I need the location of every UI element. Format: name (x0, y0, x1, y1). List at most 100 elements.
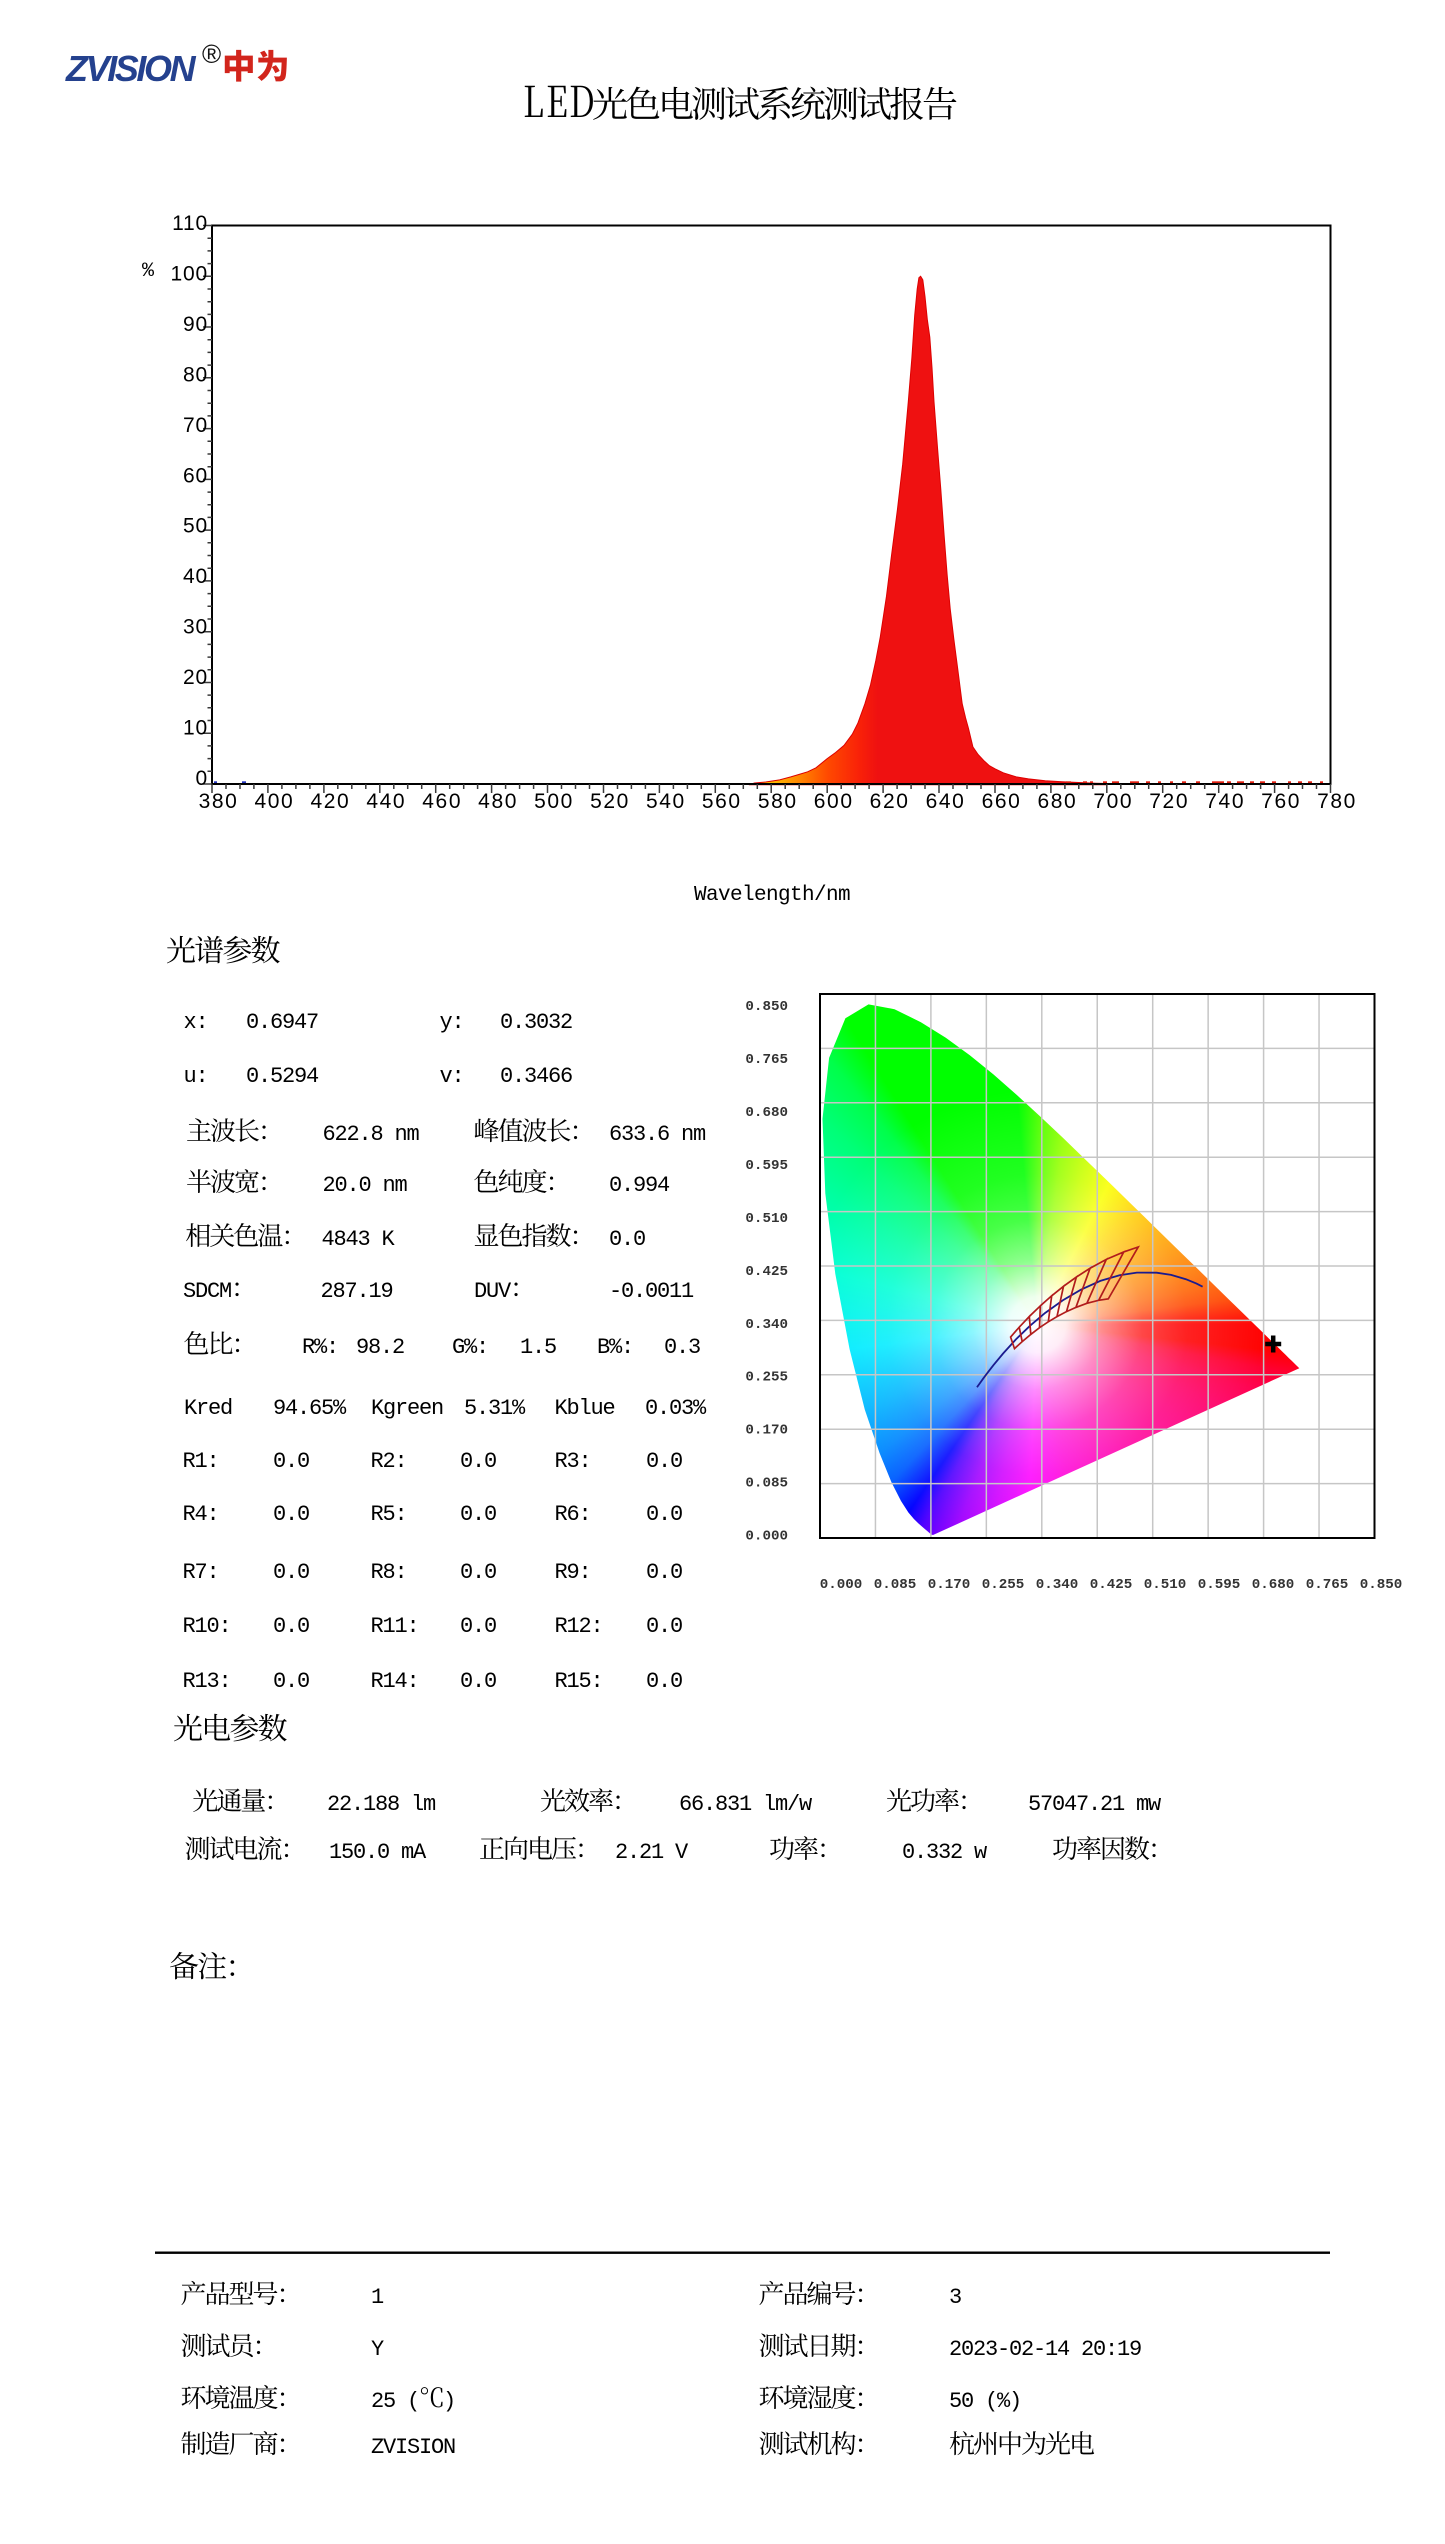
svg-text:0.0: 0.0 (273, 1560, 309, 1585)
svg-text:80: 80 (183, 363, 208, 386)
svg-text:SDCM: SDCM (183, 1279, 231, 1304)
svg-text:0.595: 0.595 (1198, 1577, 1241, 1593)
svg-text:25 (: 25 ( (371, 2389, 419, 2414)
svg-text:0.0: 0.0 (273, 1669, 309, 1694)
svg-text:0.03%: 0.03% (645, 1396, 707, 1421)
svg-text:287.19: 287.19 (321, 1279, 393, 1304)
svg-text:0.170: 0.170 (745, 1423, 788, 1439)
svg-text:%: % (142, 260, 155, 283)
svg-text:0.085: 0.085 (874, 1577, 917, 1593)
svg-text:480: 480 (478, 790, 518, 813)
svg-text:500: 500 (534, 790, 574, 813)
svg-text:-0.0011: -0.0011 (609, 1279, 694, 1304)
svg-text:20: 20 (183, 666, 208, 689)
svg-text:B%:: B%: (597, 1335, 633, 1360)
svg-text:3: 3 (949, 2285, 961, 2310)
svg-text:R2:: R2: (371, 1449, 407, 1474)
svg-text:633.6 nm: 633.6 nm (609, 1122, 706, 1147)
svg-text:0.255: 0.255 (745, 1370, 788, 1386)
svg-text:100: 100 (171, 263, 208, 286)
svg-text:0: 0 (196, 767, 208, 790)
svg-text:Kgreen: Kgreen (371, 1396, 443, 1421)
svg-text:R6:: R6: (555, 1502, 591, 1527)
svg-text:0.680: 0.680 (1252, 1577, 1295, 1593)
svg-text:440: 440 (366, 790, 406, 813)
svg-text:): ) (443, 2389, 455, 2414)
svg-text:90: 90 (183, 313, 208, 336)
svg-text:780: 780 (1317, 790, 1357, 813)
svg-text:0.0: 0.0 (460, 1614, 496, 1639)
svg-text:v:: v: (440, 1064, 464, 1089)
svg-text:580: 580 (758, 790, 798, 813)
svg-text:660: 660 (982, 790, 1022, 813)
svg-text:Kblue: Kblue (555, 1396, 615, 1421)
svg-text:x:: x: (184, 1010, 208, 1035)
svg-text:0.850: 0.850 (1360, 1577, 1403, 1593)
svg-text:0.850: 0.850 (745, 999, 788, 1015)
svg-text:0.170: 0.170 (928, 1577, 971, 1593)
svg-text:622.8 nm: 622.8 nm (323, 1122, 420, 1147)
svg-text:R12:: R12: (555, 1614, 603, 1639)
svg-text:Wavelength/nm: Wavelength/nm (694, 884, 850, 907)
svg-text:0.3032: 0.3032 (500, 1010, 572, 1035)
svg-text:70: 70 (183, 414, 208, 437)
svg-text:0.0: 0.0 (646, 1614, 682, 1639)
svg-text:0.0: 0.0 (273, 1449, 309, 1474)
svg-text:22.188 lm: 22.188 lm (327, 1792, 436, 1817)
svg-text:R14:: R14: (371, 1669, 419, 1694)
svg-text:1.5: 1.5 (520, 1335, 556, 1360)
svg-text:0.340: 0.340 (1036, 1577, 1079, 1593)
svg-text:620: 620 (870, 790, 910, 813)
svg-text:50 (%): 50 (%) (949, 2389, 1021, 2414)
svg-text:30: 30 (183, 616, 208, 639)
svg-text:R11:: R11: (371, 1614, 419, 1639)
svg-text:0.595: 0.595 (745, 1158, 788, 1174)
svg-text:®: ® (202, 39, 221, 69)
svg-text:R10:: R10: (183, 1614, 231, 1639)
svg-text:0.425: 0.425 (1090, 1577, 1133, 1593)
svg-text:560: 560 (702, 790, 742, 813)
svg-text:0.0: 0.0 (609, 1227, 645, 1252)
svg-text:G%:: G%: (452, 1335, 488, 1360)
svg-text:5.31%: 5.31% (464, 1396, 526, 1421)
svg-text:600: 600 (814, 790, 854, 813)
svg-text:0.085: 0.085 (745, 1476, 788, 1492)
svg-text:760: 760 (1261, 790, 1301, 813)
svg-text:0.000: 0.000 (745, 1529, 788, 1545)
svg-text:20.0 nm: 20.0 nm (323, 1173, 408, 1198)
svg-text:0.3466: 0.3466 (500, 1064, 572, 1089)
svg-text:400: 400 (254, 790, 294, 813)
svg-text:0.994: 0.994 (609, 1173, 670, 1198)
svg-text:110: 110 (172, 212, 208, 235)
svg-text:0.6947: 0.6947 (246, 1010, 318, 1035)
svg-text:1: 1 (371, 2285, 384, 2310)
svg-text:94.65%: 94.65% (273, 1396, 347, 1421)
svg-text:0.0: 0.0 (460, 1560, 496, 1585)
svg-text:0.0: 0.0 (646, 1669, 682, 1694)
svg-text:ZVISION: ZVISION (371, 2435, 455, 2460)
svg-text:0.3: 0.3 (664, 1335, 700, 1360)
svg-text:420: 420 (310, 790, 350, 813)
svg-text:98.2: 98.2 (356, 1335, 404, 1360)
svg-text:0.000: 0.000 (820, 1577, 863, 1593)
svg-text:520: 520 (590, 790, 630, 813)
svg-text:0.332 w: 0.332 w (902, 1840, 987, 1865)
svg-text:50: 50 (183, 515, 208, 538)
svg-text:40: 40 (183, 565, 208, 588)
svg-text:0.340: 0.340 (745, 1317, 788, 1333)
svg-text:u:: u: (184, 1064, 208, 1089)
svg-text:R1:: R1: (183, 1449, 219, 1474)
svg-text:R15:: R15: (555, 1669, 603, 1694)
svg-text:0.765: 0.765 (745, 1052, 788, 1068)
svg-text:R9:: R9: (555, 1560, 591, 1585)
svg-text:0.425: 0.425 (745, 1264, 788, 1280)
svg-text:60: 60 (183, 464, 208, 487)
svg-text:150.0 mA: 150.0 mA (329, 1840, 427, 1865)
svg-text:DUV: DUV (474, 1279, 512, 1304)
svg-text:0.510: 0.510 (745, 1211, 788, 1227)
svg-text:0.765: 0.765 (1306, 1577, 1349, 1593)
svg-text:66.831 lm/w: 66.831 lm/w (679, 1792, 812, 1817)
svg-text:2023-02-14 20:19: 2023-02-14 20:19 (949, 2337, 1141, 2362)
svg-text:0.255: 0.255 (982, 1577, 1025, 1593)
svg-text:Y: Y (371, 2337, 384, 2362)
